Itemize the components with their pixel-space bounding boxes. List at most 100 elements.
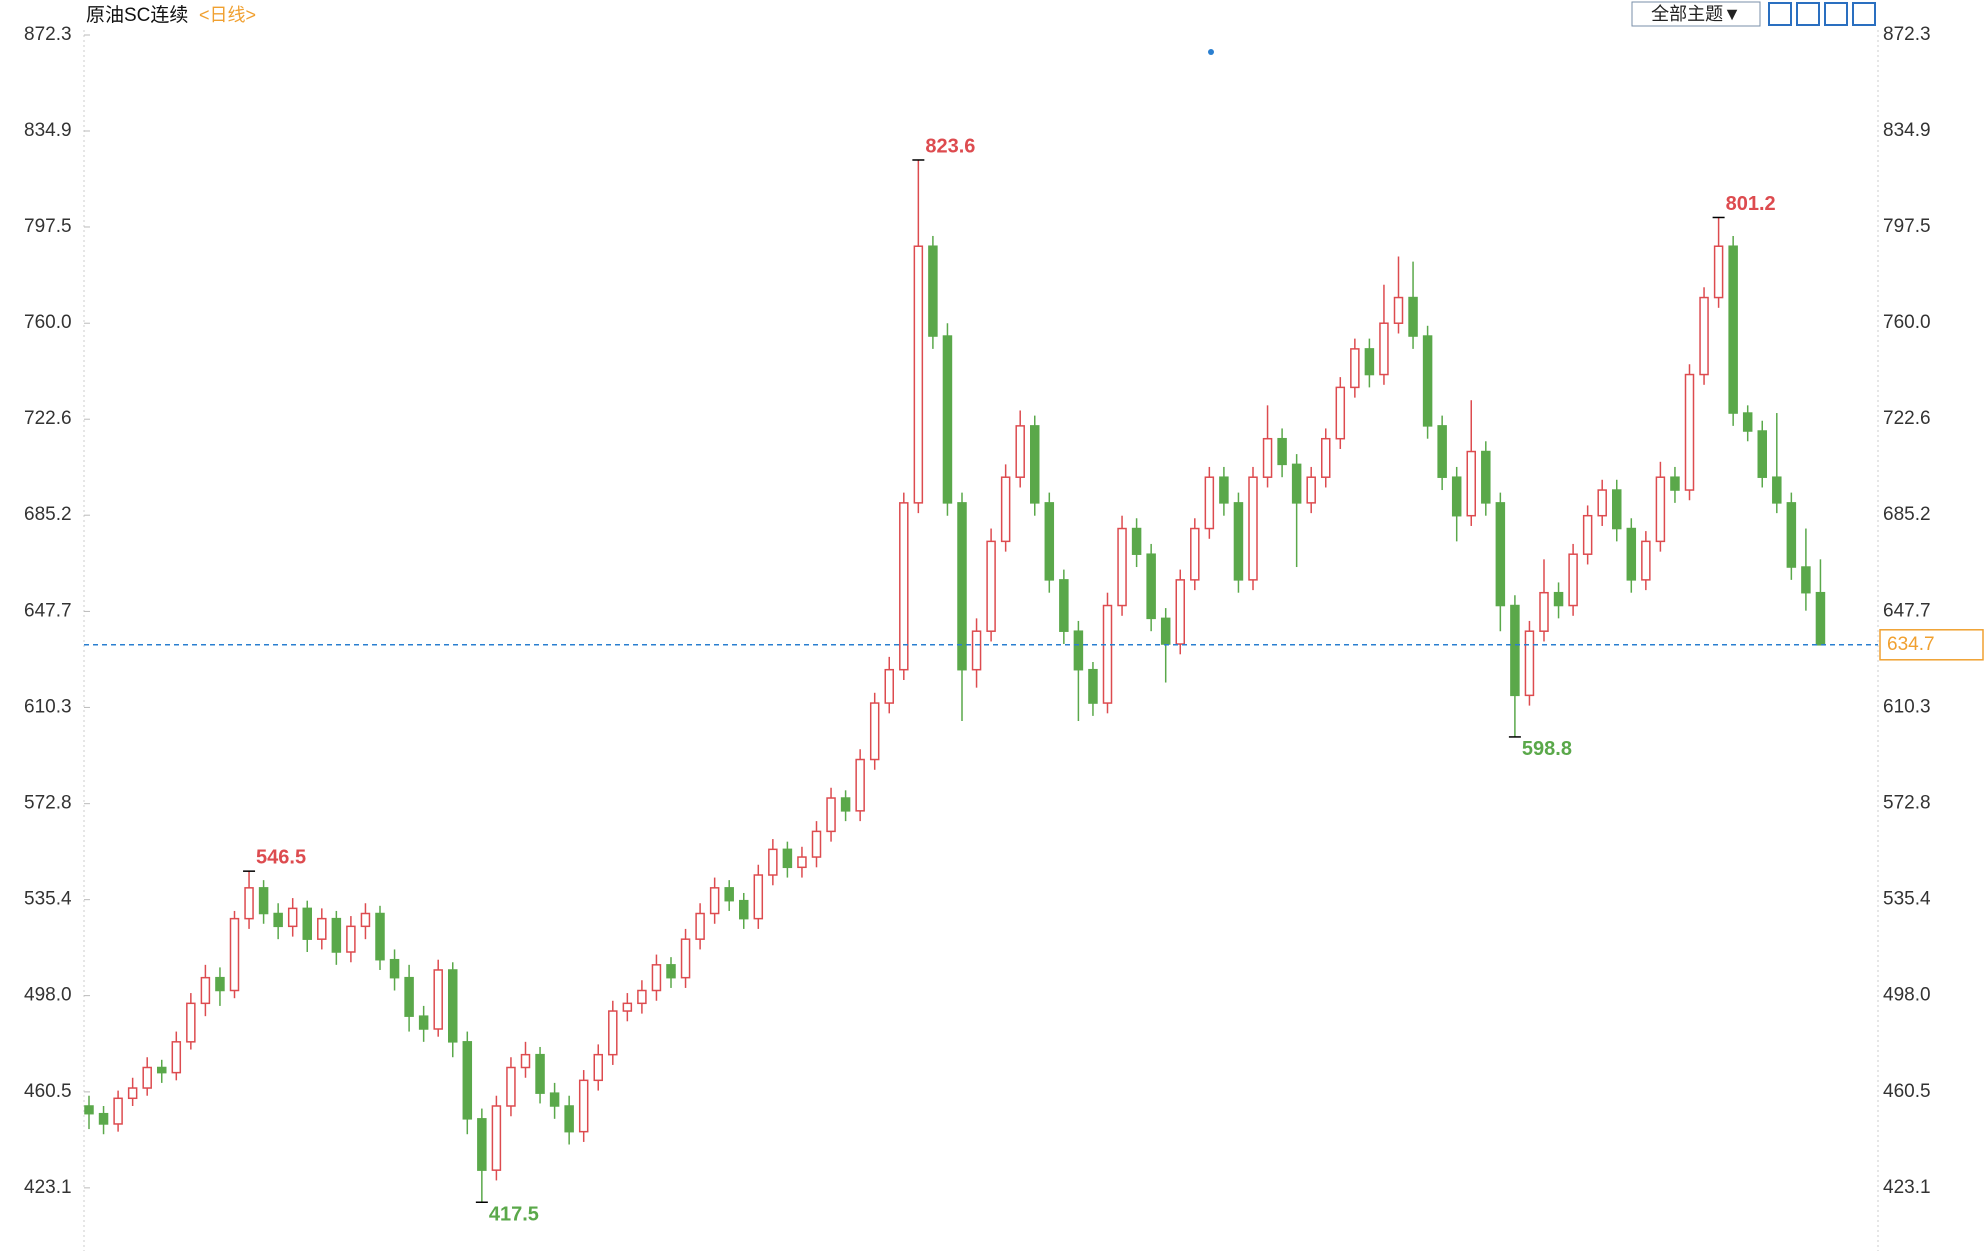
- candle-body: [433, 969, 443, 1030]
- y-tick-label-right: 834.9: [1883, 120, 1931, 141]
- extreme-label: 417.5: [489, 1204, 539, 1226]
- y-tick-label-left: 872.3: [24, 24, 72, 45]
- candle-body: [1626, 527, 1637, 581]
- candle-body: [1262, 437, 1273, 478]
- candle-body: [462, 1041, 473, 1120]
- candle-body: [1277, 437, 1287, 466]
- theme-button-label[interactable]: 全部主题▼: [1651, 4, 1741, 24]
- candle-body: [739, 899, 749, 920]
- candle-body: [869, 702, 880, 761]
- candle-body: [258, 887, 269, 915]
- candle-body: [1597, 489, 1607, 517]
- candle-body: [1655, 476, 1666, 543]
- y-tick-label-left: 572.8: [24, 793, 72, 814]
- candle-body: [942, 335, 953, 504]
- candle-body: [127, 1087, 138, 1100]
- candle-body: [1102, 604, 1113, 704]
- candle-body: [840, 797, 851, 812]
- y-tick-label-left: 535.4: [24, 889, 72, 910]
- candle-body: [1422, 335, 1433, 427]
- candle-body: [1393, 296, 1404, 324]
- candle-body: [986, 540, 996, 632]
- end-icon[interactable]: [1852, 2, 1876, 26]
- candle-body: [928, 245, 938, 337]
- candle-body: [1291, 463, 1302, 504]
- candle-body: [360, 912, 371, 928]
- candle-body: [1699, 296, 1709, 376]
- candle-body: [1684, 373, 1695, 491]
- candle-body: [797, 856, 807, 869]
- candle-body: [1670, 476, 1680, 491]
- candle-body: [287, 907, 298, 928]
- candle-body: [1044, 502, 1055, 581]
- candle-body: [1466, 450, 1476, 517]
- candle-body: [1146, 553, 1156, 620]
- candle-body: [913, 245, 924, 504]
- candle-body: [1248, 476, 1258, 581]
- candle-body: [1786, 502, 1797, 568]
- chart-title: 原油SC连续: [86, 4, 188, 26]
- candle-body: [1088, 668, 1098, 704]
- toolbar-icons: [1768, 2, 1876, 26]
- candle-body: [1437, 425, 1447, 478]
- y-tick-label-left: 460.5: [24, 1081, 72, 1102]
- candle-body: [1204, 476, 1215, 530]
- candle-body: [98, 1112, 109, 1125]
- candle-body: [1742, 412, 1753, 432]
- y-tick-label-right: 722.6: [1883, 408, 1931, 429]
- candle-body: [142, 1066, 152, 1089]
- candle-body: [331, 917, 342, 953]
- candle-body: [1612, 489, 1622, 530]
- candle-body: [200, 976, 211, 1005]
- extreme-label: 823.6: [925, 135, 975, 157]
- candle-body: [826, 797, 836, 833]
- candle-body: [1073, 630, 1084, 671]
- y-tick-label-left: 423.1: [24, 1177, 72, 1198]
- candle-body: [593, 1053, 603, 1082]
- candle-body: [1379, 322, 1389, 376]
- candle-body: [477, 1118, 487, 1171]
- candle-body: [855, 758, 865, 812]
- y-tick-label-right: 760.0: [1883, 312, 1931, 333]
- theme-button[interactable]: [1631, 1, 1761, 27]
- candle-body: [1321, 437, 1331, 478]
- candle-body: [113, 1097, 123, 1125]
- candle-body: [1219, 476, 1229, 504]
- candle-body: [1728, 245, 1738, 414]
- fit-icon[interactable]: [1796, 2, 1820, 26]
- play-icon[interactable]: [1824, 2, 1848, 26]
- candle-body: [1131, 527, 1142, 555]
- candle-body: [637, 989, 647, 1005]
- candle-body: [1495, 502, 1506, 607]
- candle-body: [1059, 579, 1069, 632]
- candle-body: [608, 1010, 618, 1056]
- candle-body: [1451, 476, 1462, 517]
- candle-body: [1306, 476, 1316, 504]
- candle-body: [1350, 348, 1360, 389]
- candle-body: [317, 917, 327, 940]
- y-tick-label-left: 610.3: [24, 696, 72, 717]
- candle-body: [84, 1105, 94, 1115]
- candle-body: [651, 964, 662, 992]
- candle-body: [215, 976, 225, 992]
- candle-body: [389, 958, 400, 979]
- candle-body: [506, 1066, 516, 1107]
- candle-body: [535, 1053, 545, 1094]
- candle-body: [768, 848, 778, 876]
- candle-body: [1335, 386, 1346, 440]
- zoom-icon[interactable]: [1768, 2, 1792, 26]
- candle-body: [884, 668, 894, 704]
- candle-body: [171, 1041, 182, 1074]
- candle-body: [578, 1079, 589, 1133]
- marker-dot: [1208, 49, 1214, 55]
- candle-body: [957, 502, 967, 671]
- y-tick-label-right: 647.7: [1883, 600, 1931, 621]
- y-tick-label-right: 685.2: [1883, 504, 1931, 525]
- candle-body: [1582, 514, 1593, 555]
- y-tick-label-right: 423.1: [1883, 1177, 1931, 1198]
- extreme-label: 598.8: [1522, 738, 1572, 760]
- y-tick-label-right: 460.5: [1883, 1081, 1931, 1102]
- candle-body: [1713, 245, 1724, 299]
- y-tick-label-right: 872.3: [1883, 24, 1931, 45]
